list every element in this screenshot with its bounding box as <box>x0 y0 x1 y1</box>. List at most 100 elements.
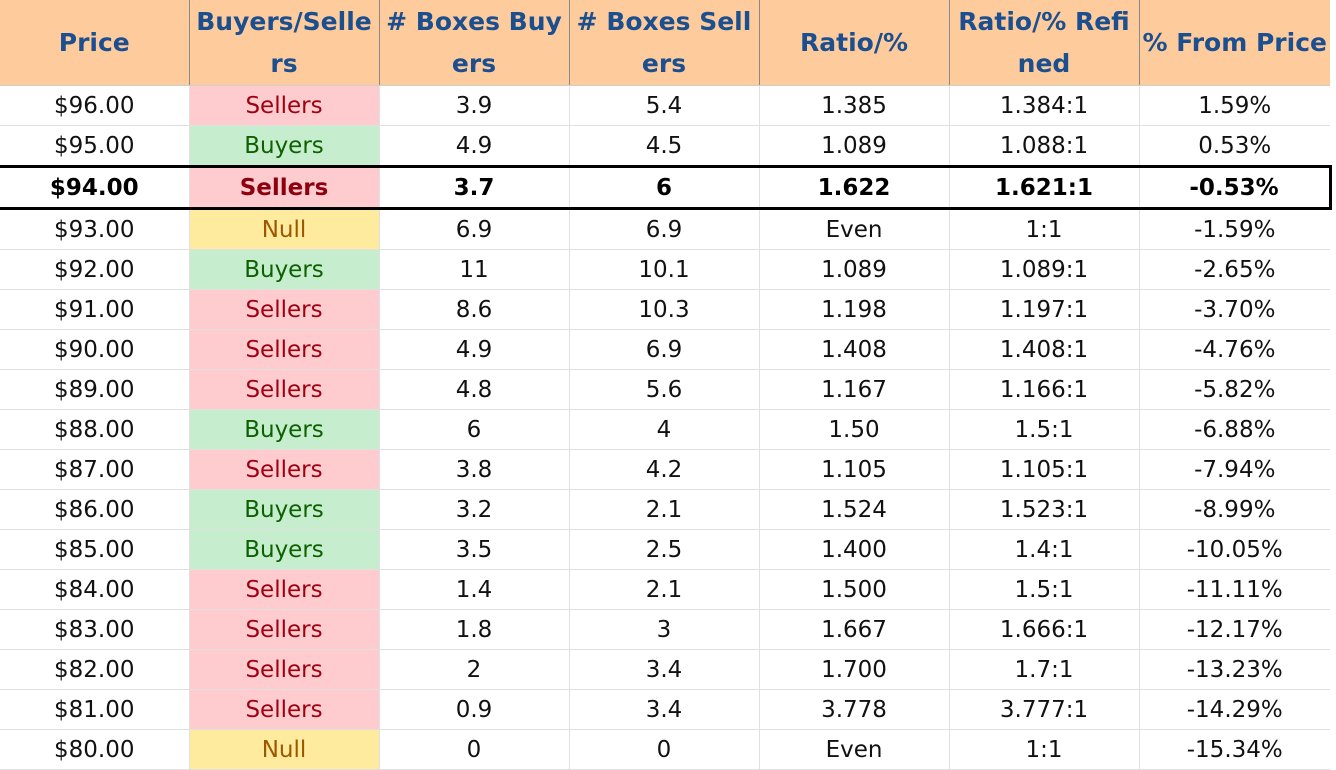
ratio-cell[interactable]: 1.500 <box>759 569 950 610</box>
boxes-sellers-cell[interactable]: 6.9 <box>569 208 760 250</box>
price-cell[interactable]: $90.00 <box>0 329 190 370</box>
side-cell[interactable]: Buyers <box>189 249 380 290</box>
price-cell[interactable]: $80.00 <box>0 729 190 770</box>
ratio-cell[interactable]: 1.524 <box>759 489 950 530</box>
from-price-cell[interactable]: -6.88% <box>1139 409 1330 450</box>
from-price-cell[interactable]: -8.99% <box>1139 489 1330 530</box>
boxes-buyers-cell[interactable]: 1.4 <box>379 569 570 610</box>
side-cell[interactable]: Sellers <box>189 329 380 370</box>
price-cell[interactable]: $93.00 <box>0 208 190 250</box>
ratio-cell[interactable]: 1.700 <box>759 649 950 690</box>
ratio-refined-cell[interactable]: 1.197:1 <box>949 289 1140 330</box>
from-price-cell[interactable]: -7.94% <box>1139 449 1330 490</box>
side-cell[interactable]: Sellers <box>189 449 380 490</box>
side-cell[interactable]: Buyers <box>189 489 380 530</box>
ratio-cell[interactable]: Even <box>759 208 950 250</box>
side-cell[interactable]: Buyers <box>189 409 380 450</box>
side-cell[interactable]: Sellers <box>189 289 380 330</box>
boxes-sellers-cell[interactable]: 2.1 <box>569 569 760 610</box>
side-cell[interactable]: Buyers <box>189 125 380 167</box>
from-price-cell[interactable]: -10.05% <box>1139 529 1330 570</box>
ratio-cell[interactable]: 1.50 <box>759 409 950 450</box>
price-cell[interactable]: $85.00 <box>0 529 190 570</box>
from-price-cell[interactable]: -1.59% <box>1139 208 1330 250</box>
side-cell[interactable]: Sellers <box>189 689 380 730</box>
boxes-sellers-cell[interactable]: 3 <box>569 609 760 650</box>
from-price-cell[interactable]: -13.23% <box>1139 649 1330 690</box>
price-cell[interactable]: $87.00 <box>0 449 190 490</box>
ratio-refined-cell[interactable]: 1.166:1 <box>949 369 1140 410</box>
boxes-buyers-cell[interactable]: 0 <box>379 729 570 770</box>
from-price-cell[interactable]: -3.70% <box>1139 289 1330 330</box>
header-from-price[interactable]: % From Price <box>1139 0 1330 86</box>
ratio-cell[interactable]: 1.385 <box>759 85 950 126</box>
boxes-sellers-cell[interactable]: 10.3 <box>569 289 760 330</box>
side-cell[interactable]: Buyers <box>189 529 380 570</box>
header-boxes-sellers[interactable]: # Boxes Sellers <box>569 0 760 86</box>
boxes-sellers-cell[interactable]: 10.1 <box>569 249 760 290</box>
price-cell[interactable]: $84.00 <box>0 569 190 610</box>
from-price-cell[interactable]: -5.82% <box>1139 369 1330 410</box>
boxes-sellers-cell[interactable]: 2.1 <box>569 489 760 530</box>
ratio-refined-cell[interactable]: 1.105:1 <box>949 449 1140 490</box>
from-price-cell[interactable]: -12.17% <box>1139 609 1330 650</box>
from-price-cell[interactable]: 0.53% <box>1139 125 1330 167</box>
boxes-buyers-cell[interactable]: 3.8 <box>379 449 570 490</box>
ratio-cell[interactable]: 1.667 <box>759 609 950 650</box>
ratio-cell[interactable]: 1.089 <box>759 249 950 290</box>
from-price-cell[interactable]: -2.65% <box>1139 249 1330 290</box>
boxes-sellers-cell[interactable]: 5.6 <box>569 369 760 410</box>
boxes-buyers-cell[interactable]: 1.8 <box>379 609 570 650</box>
price-cell[interactable]: $82.00 <box>0 649 190 690</box>
ratio-cell[interactable]: 1.408 <box>759 329 950 370</box>
ratio-refined-cell[interactable]: 1.7:1 <box>949 649 1140 690</box>
ratio-refined-cell[interactable]: 1.384:1 <box>949 85 1140 126</box>
ratio-cell[interactable]: 3.778 <box>759 689 950 730</box>
boxes-buyers-cell[interactable]: 4.9 <box>379 125 570 167</box>
ratio-refined-cell[interactable]: 3.777:1 <box>949 689 1140 730</box>
ratio-cell[interactable]: Even <box>759 729 950 770</box>
boxes-buyers-cell[interactable]: 4.9 <box>379 329 570 370</box>
side-cell[interactable]: Sellers <box>189 649 380 690</box>
price-cell[interactable]: $95.00 <box>0 125 190 167</box>
boxes-buyers-cell[interactable]: 8.6 <box>379 289 570 330</box>
side-cell[interactable]: Sellers <box>189 369 380 410</box>
side-cell[interactable]: Sellers <box>189 609 380 650</box>
ratio-cell[interactable]: 1.198 <box>759 289 950 330</box>
price-cell[interactable]: $86.00 <box>0 489 190 530</box>
boxes-sellers-cell[interactable]: 3.4 <box>569 689 760 730</box>
from-price-cell[interactable]: -14.29% <box>1139 689 1330 730</box>
price-cell[interactable]: $89.00 <box>0 369 190 410</box>
boxes-sellers-cell[interactable]: 4.5 <box>569 125 760 167</box>
from-price-cell[interactable]: -0.53% <box>1139 165 1332 210</box>
ratio-refined-cell[interactable]: 1.088:1 <box>949 125 1140 167</box>
ratio-cell[interactable]: 1.089 <box>759 125 950 167</box>
from-price-cell[interactable]: 1.59% <box>1139 85 1330 126</box>
boxes-sellers-cell[interactable]: 6 <box>569 165 760 210</box>
ratio-refined-cell[interactable]: 1.621:1 <box>949 165 1140 210</box>
boxes-buyers-cell[interactable]: 3.5 <box>379 529 570 570</box>
header-buyers-sellers[interactable]: Buyers/Sellers <box>189 0 380 86</box>
ratio-refined-cell[interactable]: 1:1 <box>949 729 1140 770</box>
ratio-refined-cell[interactable]: 1.5:1 <box>949 569 1140 610</box>
side-cell[interactable]: Sellers <box>189 165 380 210</box>
from-price-cell[interactable]: -4.76% <box>1139 329 1330 370</box>
header-price[interactable]: Price <box>0 0 190 86</box>
boxes-buyers-cell[interactable]: 3.2 <box>379 489 570 530</box>
price-cell[interactable]: $88.00 <box>0 409 190 450</box>
boxes-buyers-cell[interactable]: 6.9 <box>379 208 570 250</box>
price-cell[interactable]: $91.00 <box>0 289 190 330</box>
ratio-refined-cell[interactable]: 1.089:1 <box>949 249 1140 290</box>
boxes-buyers-cell[interactable]: 11 <box>379 249 570 290</box>
price-cell[interactable]: $94.00 <box>0 165 190 210</box>
ratio-refined-cell[interactable]: 1:1 <box>949 208 1140 250</box>
ratio-cell[interactable]: 1.622 <box>759 165 950 210</box>
price-cell[interactable]: $92.00 <box>0 249 190 290</box>
boxes-sellers-cell[interactable]: 5.4 <box>569 85 760 126</box>
boxes-buyers-cell[interactable]: 3.9 <box>379 85 570 126</box>
side-cell[interactable]: Sellers <box>189 569 380 610</box>
ratio-refined-cell[interactable]: 1.523:1 <box>949 489 1140 530</box>
side-cell[interactable]: Sellers <box>189 85 380 126</box>
price-cell[interactable]: $81.00 <box>0 689 190 730</box>
boxes-buyers-cell[interactable]: 6 <box>379 409 570 450</box>
